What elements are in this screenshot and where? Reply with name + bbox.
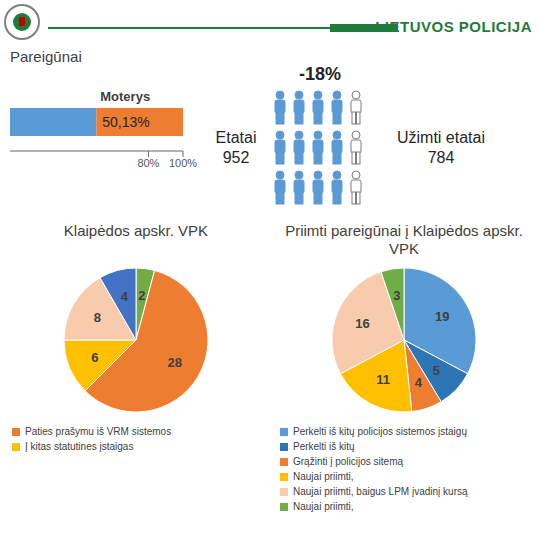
svg-text:100%: 100% bbox=[169, 157, 197, 169]
svg-text:Moterys: Moterys bbox=[100, 89, 150, 104]
html-text:Naujai priimti, baigus LPM įva: Naujai priimti, baigus LPM įvadinį kursą bbox=[293, 486, 468, 497]
html-text:-18%: -18% bbox=[299, 64, 341, 84]
html-text:Etatai: Etatai bbox=[215, 129, 257, 146]
html-text:Naujai priimti,: Naujai priimti, bbox=[293, 471, 354, 482]
svg-text:80%: 80% bbox=[137, 157, 159, 169]
svg-text:5: 5 bbox=[433, 363, 440, 378]
html-text:Priimti pareigūnai į Klaipėdos: Priimti pareigūnai į Klaipėdos apskr. VP… bbox=[285, 222, 523, 257]
svg-text:16: 16 bbox=[355, 316, 369, 331]
svg-text:28: 28 bbox=[167, 355, 181, 370]
html-text:Klaipėdos apskr. VPK: Klaipėdos apskr. VPK bbox=[63, 222, 209, 239]
svg-text:3: 3 bbox=[393, 288, 400, 303]
svg-text:2: 2 bbox=[138, 288, 145, 303]
html-text:Pareigūnai: Pareigūnai bbox=[10, 48, 82, 65]
svg-text:11: 11 bbox=[376, 372, 390, 387]
html-text:784: 784 bbox=[427, 149, 455, 166]
svg-text:4: 4 bbox=[415, 375, 423, 390]
svg-text:6: 6 bbox=[91, 350, 98, 365]
svg-text:8: 8 bbox=[94, 310, 101, 325]
html-text:Naujai priimti,: Naujai priimti, bbox=[293, 501, 354, 512]
html-text:Užimti etatai: Užimti etatai bbox=[397, 129, 485, 146]
svg-text:50,13%: 50,13% bbox=[102, 114, 149, 130]
html-text:Perkelti iš kitų policijos sis: Perkelti iš kitų policijos sistemos įsta… bbox=[293, 426, 467, 437]
html-text:Į kitas statutines įstaigas: Į kitas statutines įstaigas bbox=[25, 441, 134, 452]
html-text:952: 952 bbox=[222, 149, 250, 166]
html-text:Grąžinti į policijos sitemą: Grąžinti į policijos sitemą bbox=[293, 456, 403, 467]
svg-text:19: 19 bbox=[435, 309, 449, 324]
html-text:LIETUVOS POLICIJA: LIETUVOS POLICIJA bbox=[375, 18, 532, 35]
html-text:Paties prašymu iš VRM sistemos: Paties prašymu iš VRM sistemos bbox=[25, 426, 172, 437]
svg-text:4: 4 bbox=[121, 289, 129, 304]
html-text:Perkelti iš kitų: Perkelti iš kitų bbox=[293, 441, 355, 452]
